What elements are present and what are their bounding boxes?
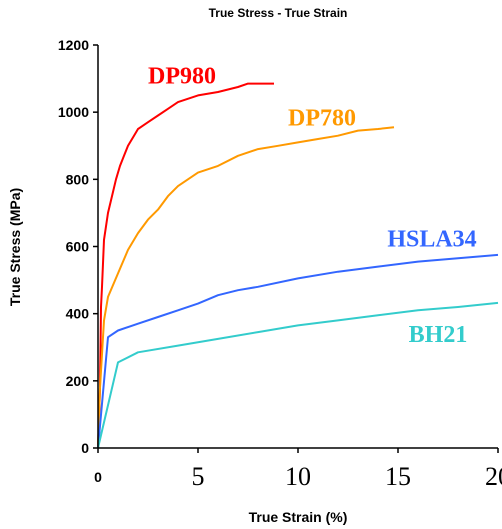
series-label-bh21: BH21 [409,322,468,348]
series-layer [97,82,499,449]
y-tick-label: 400 [66,306,90,322]
series-line-dp780 [97,126,395,449]
chart-title: True Stress - True Strain [209,6,348,20]
y-axis-label: True Stress (MPa) [7,188,23,306]
x-tick-label: 5 [192,462,205,491]
series-line-dp980 [97,82,274,449]
y-tick-label: 600 [66,239,90,255]
ticks-layer: 0 200 400 600 800 1000 1200 0 5 10 15 20 [58,37,502,491]
series-label-hsla34: HSLA34 [387,227,476,253]
series-label-dp980: DP980 [148,64,216,90]
y-tick-label: 1200 [58,37,89,53]
series-label-dp780: DP780 [288,106,356,132]
x-tick-label: 15 [385,462,411,491]
x-tick-label: 10 [285,462,311,491]
series-line-bh21 [97,301,499,449]
series-line-hsla34 [97,253,499,449]
y-tick-label: 0 [81,440,89,456]
y-tick-label: 1000 [58,104,89,120]
y-tick-label: 800 [66,171,90,187]
x-tick-label: 20 [485,462,502,491]
y-tick-label: 200 [66,373,90,389]
x-axis-label: True Strain (%) [249,509,348,525]
x-tick-label: 0 [94,469,102,485]
series-labels-layer: DP980 DP780 HSLA34 BH21 [148,64,477,349]
